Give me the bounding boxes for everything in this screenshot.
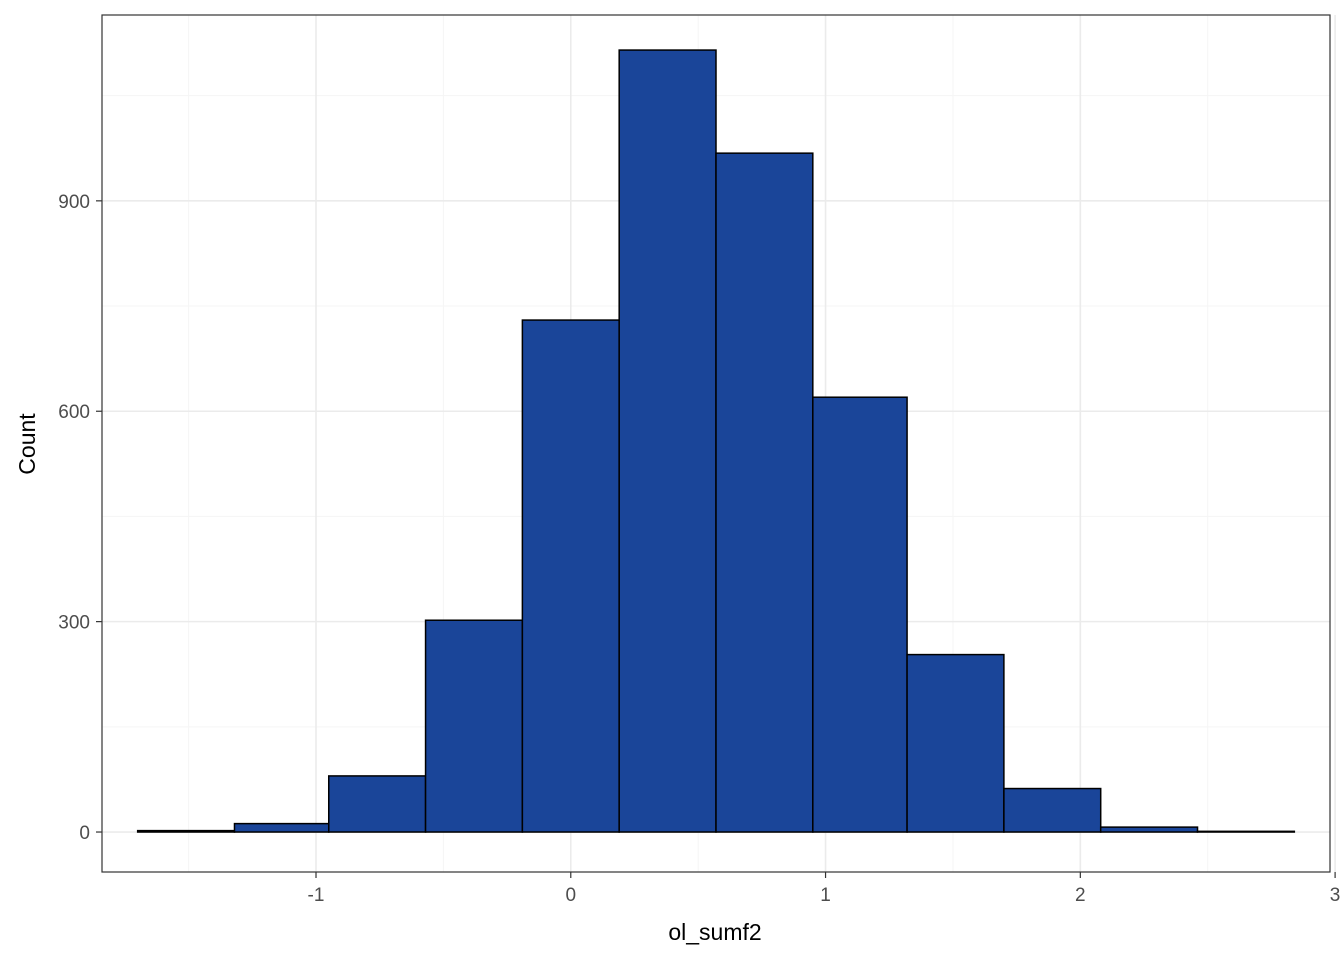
x-tick-label: -1 <box>308 885 325 906</box>
panel-border <box>101 14 1331 873</box>
histogram-bars <box>136 49 1296 833</box>
histogram-bar <box>1196 830 1296 833</box>
y-tick-label: 0 <box>79 823 90 844</box>
x-tick-label: 1 <box>820 885 831 906</box>
histogram-bar <box>812 396 908 833</box>
histogram-bar <box>618 49 717 833</box>
x-tick-label: 3 <box>1330 885 1341 906</box>
histogram-bar <box>1099 826 1199 833</box>
y-tick-label: 900 <box>58 192 90 213</box>
histogram-bar <box>715 152 814 833</box>
y-tick-label: 600 <box>58 402 90 423</box>
histogram-bar <box>424 619 524 833</box>
x-tick-label: 0 <box>565 885 576 906</box>
x-tick-label: 2 <box>1075 885 1086 906</box>
histogram-bar <box>233 822 330 833</box>
histogram-bar <box>136 829 236 833</box>
y-axis: 0 300 600 900 <box>58 192 102 844</box>
x-axis-title: ol_sumf2 <box>668 919 761 945</box>
y-axis-title: Count <box>14 413 40 475</box>
histogram-bar <box>521 319 620 833</box>
y-tick-label: 300 <box>58 613 90 634</box>
histogram-bar <box>906 653 1005 833</box>
histogram-bar <box>327 775 427 833</box>
x-axis: -1 0 1 2 3 <box>308 872 1341 906</box>
histogram-bar <box>1003 787 1102 833</box>
